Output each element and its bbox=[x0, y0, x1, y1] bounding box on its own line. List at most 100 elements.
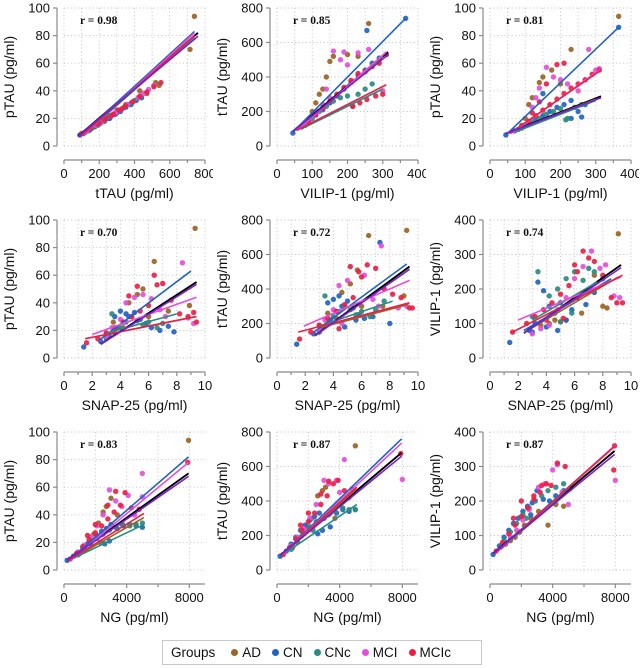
x-tick-label: 10 bbox=[411, 378, 425, 393]
regression-lines bbox=[297, 263, 411, 337]
x-tick-label: 8 bbox=[173, 378, 180, 393]
x-tick-label: 10 bbox=[624, 378, 638, 393]
x-tick-label: 4000 bbox=[538, 590, 567, 605]
y-axis-title: pTAU (pg/ml) bbox=[1, 460, 17, 542]
y-tick-label: 0 bbox=[469, 351, 476, 366]
x-tick-label: 400 bbox=[620, 166, 639, 181]
y-axis-title: tTAU (pg/ml) bbox=[214, 462, 230, 540]
gridlines bbox=[489, 431, 631, 571]
x-tick-label: 200 bbox=[550, 166, 572, 181]
gridlines bbox=[489, 7, 632, 147]
correlation-annotation: r = 0.81 bbox=[506, 15, 544, 27]
x-tick-label: 200 bbox=[337, 166, 359, 181]
x-tick-label: 8000 bbox=[175, 590, 204, 605]
y-tick-label: 200 bbox=[241, 316, 263, 331]
panel-4-svg: 0 20 40 60 80 100 0 2 4 6 8 10 SNAP-25 (pg/ml) pTAU (… bbox=[1, 213, 212, 414]
axes: 0 20 40 60 80 100 0 4000 8000 bbox=[28, 425, 205, 605]
y-axis-title: tTAU (pg/ml) bbox=[214, 38, 230, 116]
regression-lines bbox=[492, 445, 616, 556]
x-tick-label: 400 bbox=[407, 166, 426, 181]
legend-item-cn[interactable]: CN bbox=[272, 645, 303, 660]
panel-5: 0 200 400 600 800 0 2 4 6 8 10 SNAP-25 (pg/ml) tTAU … bbox=[213, 212, 426, 424]
x-tick-label: 2 bbox=[302, 378, 309, 393]
data-points bbox=[507, 231, 626, 346]
legend-swatch-icon bbox=[408, 649, 416, 656]
x-tick-label: 4 bbox=[330, 378, 337, 393]
panel-7: 0 20 40 60 80 100 0 4000 8000 NG (pg/ml) pTAU (pg/… bbox=[0, 424, 213, 636]
legend-item-cnc[interactable]: CNc bbox=[313, 645, 351, 660]
axes: 0 200 400 600 800 0 2 4 6 8 10 bbox=[241, 213, 425, 394]
regression-lines bbox=[66, 456, 190, 563]
x-tick-label: 4 bbox=[117, 378, 124, 393]
x-tick-label: 6 bbox=[571, 378, 578, 393]
panel-5-svg: 0 200 400 600 800 0 2 4 6 8 10 SNAP-25 (pg/ml) tTAU … bbox=[214, 213, 425, 414]
x-tick-label: 8000 bbox=[388, 590, 417, 605]
panel-6: 0 100 200 300 400 0 2 4 6 8 10 SNAP-25 (pg/ml) VILIP… bbox=[426, 212, 639, 424]
correlation-annotation: r = 0.85 bbox=[293, 15, 331, 27]
regression-lines bbox=[84, 270, 198, 345]
y-tick-label: 80 bbox=[36, 452, 50, 467]
y-tick-label: 400 bbox=[241, 494, 263, 509]
y-tick-label: 100 bbox=[454, 528, 476, 543]
y-tick-label: 0 bbox=[43, 139, 50, 154]
legend-items: AD CN CNc MCI MCIc bbox=[231, 645, 451, 660]
y-tick-label: 0 bbox=[256, 351, 263, 366]
x-tick-label: 4000 bbox=[325, 590, 354, 605]
y-tick-label: 40 bbox=[36, 83, 50, 98]
y-tick-label: 60 bbox=[36, 268, 50, 283]
legend: Groups AD CN CNc MCI MCIc bbox=[162, 640, 482, 665]
y-axis-title: pTAU (pg/ml) bbox=[427, 36, 443, 118]
y-tick-label: 60 bbox=[36, 56, 50, 71]
correlation-annotation: r = 0.74 bbox=[506, 227, 544, 239]
legend-item-label: CNc bbox=[324, 645, 351, 660]
y-tick-label: 800 bbox=[241, 213, 263, 228]
y-tick-label: 0 bbox=[43, 351, 50, 366]
correlation-annotation: r = 0.70 bbox=[80, 227, 118, 239]
axes: 0 20 40 60 80 100 0 100 200 300 400 bbox=[454, 1, 639, 182]
x-tick-label: 300 bbox=[585, 166, 607, 181]
y-tick-label: 100 bbox=[454, 1, 476, 16]
legend-item-label: MCI bbox=[372, 645, 398, 660]
legend-item-ad[interactable]: AD bbox=[231, 645, 261, 660]
gridlines bbox=[489, 219, 632, 359]
legend-item-label: AD bbox=[242, 645, 262, 660]
y-axis-title: pTAU (pg/ml) bbox=[1, 36, 17, 118]
x-tick-label: 0 bbox=[486, 166, 493, 181]
x-axis-title: VILIP-1 (pg/ml) bbox=[513, 185, 607, 201]
correlation-annotation: r = 0.87 bbox=[293, 439, 331, 451]
x-axis-title: VILIP-1 (pg/ml) bbox=[300, 185, 394, 201]
data-points bbox=[64, 437, 192, 564]
legend-item-mcic[interactable]: MCIc bbox=[408, 645, 452, 660]
data-points bbox=[503, 13, 622, 138]
x-tick-label: 0 bbox=[60, 166, 67, 181]
correlation-annotation: r = 0.83 bbox=[80, 439, 118, 451]
y-tick-label: 600 bbox=[241, 247, 263, 262]
legend-item-label: MCIc bbox=[419, 645, 452, 660]
legend-item-mci[interactable]: MCI bbox=[361, 645, 398, 660]
axes: 0 100 200 300 400 0 2 4 6 8 10 bbox=[454, 213, 638, 394]
panel-2: 0 200 400 600 800 0 100 200 300 400 VILIP-1 (pg/ml… bbox=[213, 0, 426, 212]
x-tick-label: 4000 bbox=[112, 590, 141, 605]
x-tick-label: 100 bbox=[301, 166, 323, 181]
panel-1-svg: 0 20 40 60 80 100 0 200 400 600 800 tTAU (pg/ml) pTA… bbox=[1, 1, 213, 202]
y-tick-label: 200 bbox=[454, 494, 476, 509]
panel-6-svg: 0 100 200 300 400 0 2 4 6 8 10 SNAP-25 (pg/ml) VILIP… bbox=[427, 213, 638, 414]
y-tick-label: 0 bbox=[43, 563, 50, 578]
y-tick-label: 800 bbox=[241, 1, 263, 16]
x-tick-label: 6 bbox=[358, 378, 365, 393]
axes: 0 20 40 60 80 100 0 2 4 6 8 10 bbox=[28, 213, 212, 394]
y-axis-title: pTAU (pg/ml) bbox=[1, 248, 17, 330]
correlation-annotation: r = 0.87 bbox=[506, 439, 544, 451]
x-axis-title: SNAP-25 (pg/ml) bbox=[82, 397, 188, 413]
y-tick-label: 40 bbox=[36, 507, 50, 522]
legend-swatch-icon bbox=[313, 649, 321, 656]
y-tick-label: 0 bbox=[469, 563, 476, 578]
x-axis-title: NG (pg/ml) bbox=[526, 609, 594, 625]
regression-lines bbox=[505, 26, 620, 136]
data-points bbox=[290, 15, 409, 136]
gridlines bbox=[63, 7, 206, 147]
x-tick-label: 600 bbox=[159, 166, 181, 181]
x-tick-label: 8 bbox=[386, 378, 393, 393]
x-axis-title: tTAU (pg/ml) bbox=[95, 185, 173, 201]
